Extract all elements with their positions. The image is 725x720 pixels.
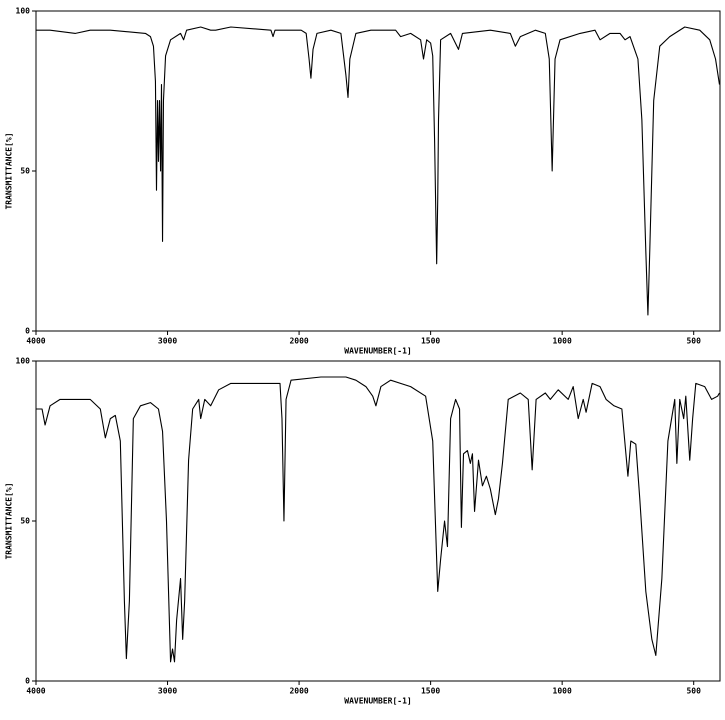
x-axis-label: WAVENUMBER[-1] — [344, 347, 411, 356]
y-tick-label: 100 — [16, 7, 31, 16]
x-tick-label: 3000 — [158, 337, 177, 346]
y-tick-label: 0 — [25, 327, 30, 336]
x-tick-label: 500 — [686, 687, 701, 696]
x-tick-label: 4000 — [26, 337, 45, 346]
y-tick-label: 50 — [20, 517, 30, 526]
x-tick-label: 1000 — [553, 337, 572, 346]
x-tick-label: 2000 — [289, 687, 308, 696]
spectrum-line — [36, 376, 720, 663]
x-tick-label: 1500 — [421, 337, 440, 346]
y-tick-label: 50 — [20, 167, 30, 176]
x-tick-label: 3000 — [158, 687, 177, 696]
x-tick-label: 1000 — [553, 687, 572, 696]
x-tick-label: 4000 — [26, 687, 45, 696]
spectrum-line — [36, 26, 721, 316]
x-tick-label: 500 — [686, 337, 701, 346]
y-tick-label: 100 — [16, 357, 31, 366]
x-tick-label: 1500 — [421, 687, 440, 696]
y-axis-label: TRANSMITTANCE[%] — [5, 132, 14, 209]
y-tick-label: 0 — [25, 677, 30, 686]
y-axis-label: TRANSMITTANCE[%] — [5, 482, 14, 559]
plot-frame — [35, 10, 721, 332]
x-axis-label: WAVENUMBER[-1] — [344, 697, 411, 706]
x-tick-label: 2000 — [289, 337, 308, 346]
